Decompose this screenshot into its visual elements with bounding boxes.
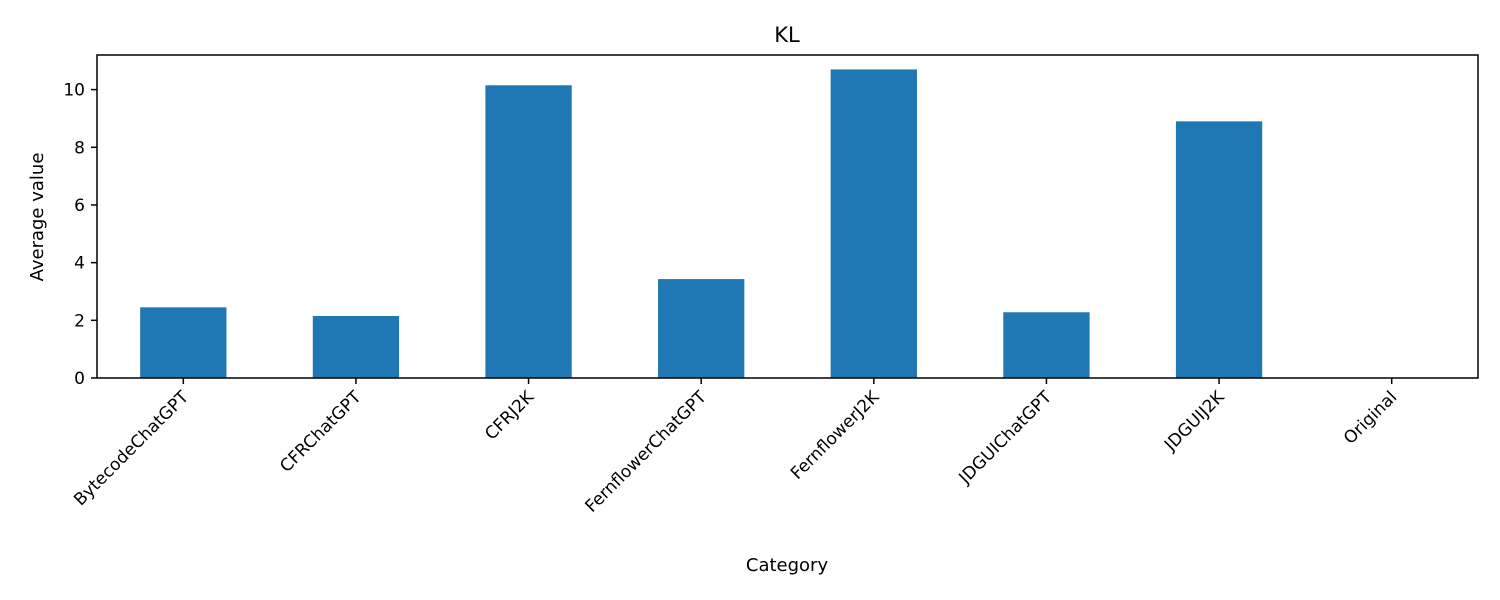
- y-tick-label: 10: [63, 81, 85, 101]
- x-tick-label: CFRChatGPT: [276, 387, 366, 477]
- x-tick-label: FernflowerChatGPT: [581, 387, 711, 517]
- bar-BytecodeChatGPT: [140, 307, 227, 378]
- x-tick-label: FernflowerJ2K: [787, 387, 884, 484]
- x-tick-label: JDGUIChatGPT: [955, 387, 1057, 489]
- y-axis-label: Average value: [27, 153, 48, 282]
- x-tick-label: CFRJ2K: [481, 387, 538, 444]
- bar-FernflowerChatGPT: [658, 279, 745, 378]
- bar-CFRChatGPT: [312, 315, 400, 378]
- x-axis: BytecodeChatGPT CFRChatGPT CFRJ2K Fernflowe…: [70, 378, 1401, 517]
- chart-title: KL: [774, 23, 800, 47]
- y-tick-label: 0: [74, 369, 85, 389]
- bar-JDGUIChatGPT: [1003, 312, 1090, 378]
- y-tick-label: 4: [74, 254, 85, 274]
- y-tick-label: 2: [74, 311, 85, 331]
- y-tick-label: 8: [74, 138, 85, 158]
- bar-JDGUIJ2K: [1175, 121, 1263, 379]
- plot-frame: [96, 54, 1479, 379]
- x-tick-label: BytecodeChatGPT: [70, 387, 193, 510]
- x-axis-label: Category: [746, 555, 829, 576]
- y-tick-label: 6: [74, 196, 85, 216]
- x-tick-label: Original: [1340, 387, 1401, 448]
- bar-FernflowerJ2K: [830, 69, 917, 378]
- y-axis: 0 2 4 6 8 10: [63, 81, 97, 389]
- bar-CFRJ2K: [485, 85, 572, 378]
- x-tick-label: JDGUIJ2K: [1160, 387, 1229, 456]
- bars-group: [140, 69, 1263, 379]
